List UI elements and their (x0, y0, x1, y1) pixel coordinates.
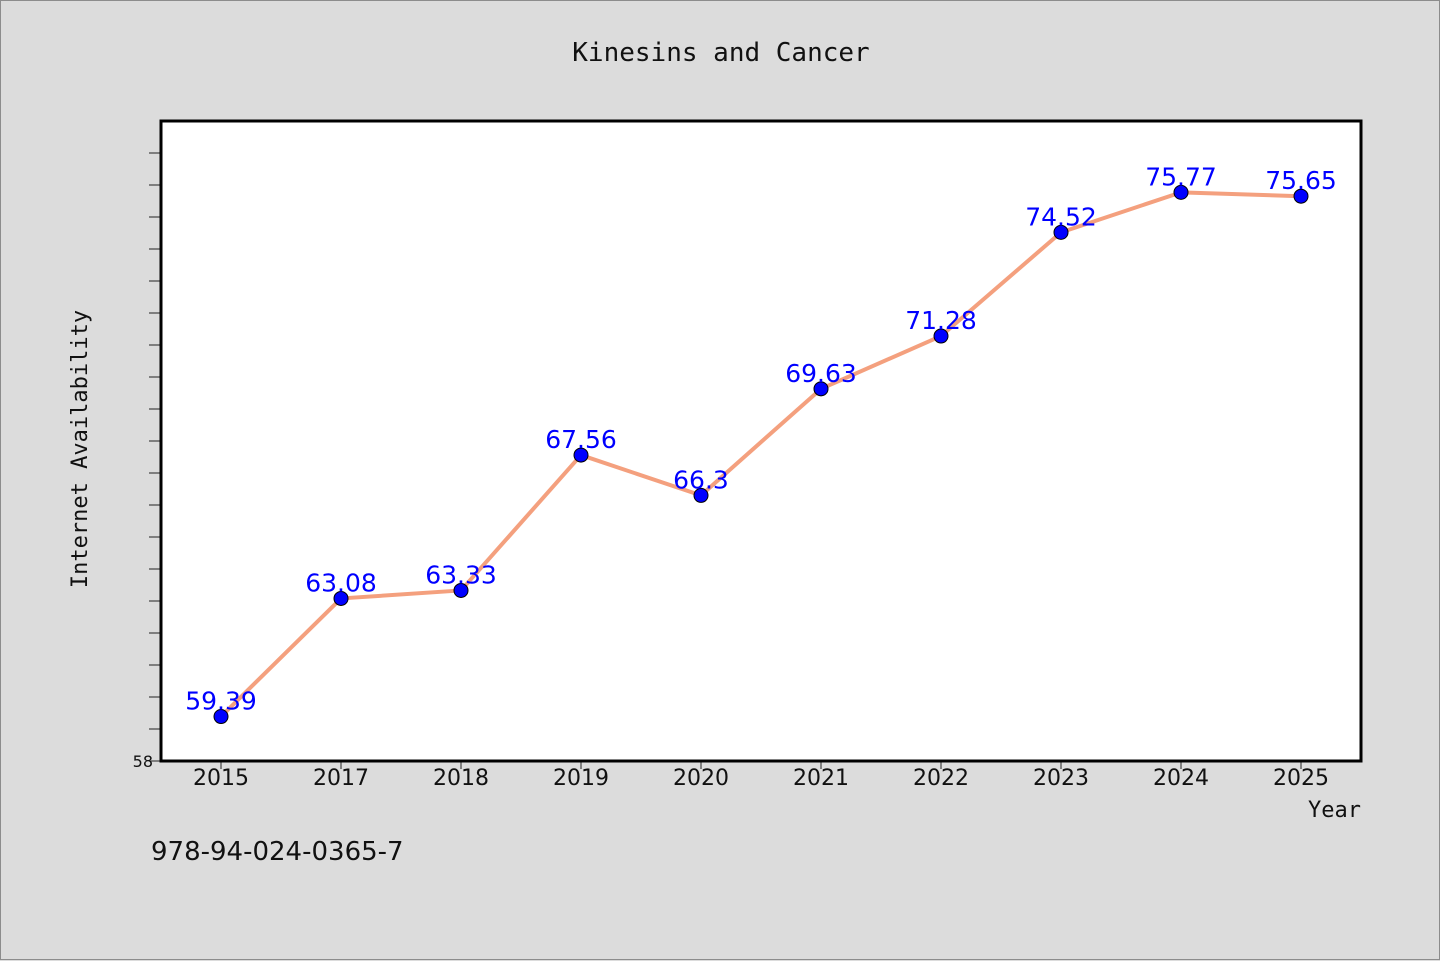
x-tick-label: 2022 (913, 766, 969, 791)
isbn-code: 978-94-024-0365-7 (151, 837, 404, 867)
y-axis-label: Internet Availability (68, 310, 93, 588)
data-label: 67.56 (545, 425, 617, 454)
data-label: 75.77 (1145, 162, 1217, 191)
y-tick-label: 58 (133, 752, 153, 771)
data-label: 59.39 (185, 687, 257, 716)
chart-title: Kinesins and Cancer (572, 38, 869, 68)
x-tick-label: 2021 (793, 766, 849, 791)
x-tick-label: 2019 (553, 766, 609, 791)
x-tick-label: 2025 (1273, 766, 1329, 791)
data-point (213, 709, 229, 725)
data-point (573, 447, 589, 463)
data-point (933, 328, 949, 344)
data-label: 74.52 (1025, 202, 1097, 231)
x-tick-label: 2017 (313, 766, 369, 791)
data-label: 69.63 (785, 359, 857, 388)
data-point (813, 381, 829, 397)
data-point (1053, 224, 1069, 240)
data-label: 63.08 (305, 568, 377, 597)
x-axis-label: Year (1308, 798, 1361, 823)
data-point (693, 487, 709, 503)
data-point (453, 582, 469, 598)
data-point (1173, 184, 1189, 200)
x-tick-label: 2024 (1153, 766, 1209, 791)
x-tick-label: 2018 (433, 766, 489, 791)
data-label: 63.33 (425, 560, 497, 589)
data-label: 66.3 (673, 465, 729, 494)
series-line (219, 190, 1303, 719)
data-point (1293, 188, 1309, 204)
data-label: 71.28 (905, 306, 977, 335)
data-label: 75.65 (1265, 166, 1337, 195)
x-tick-label: 2015 (193, 766, 249, 791)
x-tick-label: 2023 (1033, 766, 1089, 791)
plot-border (159, 119, 1363, 763)
data-point (333, 590, 349, 606)
x-tick-label: 2020 (673, 766, 729, 791)
